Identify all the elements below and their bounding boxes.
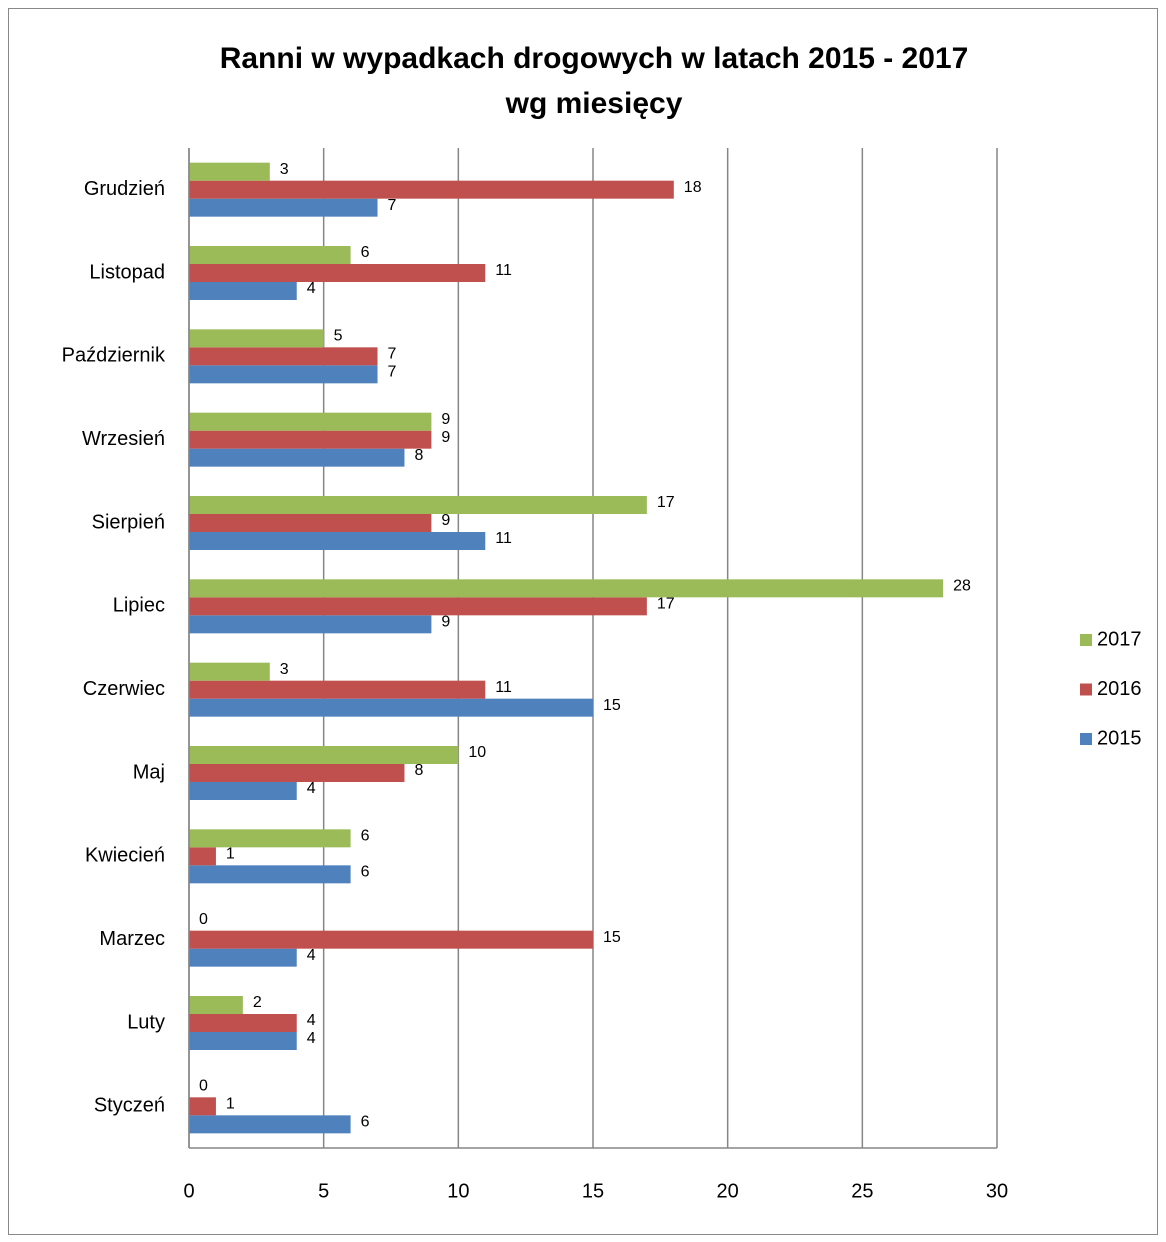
bar (189, 532, 486, 550)
legend-swatch (1080, 683, 1092, 696)
bar (189, 948, 297, 967)
data-label: 4 (307, 1012, 316, 1029)
data-label: 11 (495, 262, 512, 279)
chart-title: wg miesięcy (505, 87, 683, 120)
data-label: 4 (307, 947, 316, 964)
data-label: 9 (441, 512, 450, 529)
bar (189, 496, 647, 514)
bar (189, 448, 405, 467)
data-label: 4 (307, 280, 316, 297)
bar (189, 162, 270, 181)
data-label: 3 (280, 161, 289, 178)
data-label: 1 (226, 846, 235, 863)
data-label: 7 (388, 197, 397, 214)
bar (189, 847, 216, 866)
bar (189, 865, 351, 884)
legend-swatch (1080, 733, 1092, 745)
bar (189, 246, 351, 264)
bar (189, 1014, 297, 1032)
bar (189, 365, 378, 384)
data-label: 3 (280, 661, 289, 678)
legend-label: 2017 (1097, 628, 1142, 650)
legend-label: 2016 (1097, 678, 1142, 700)
bar (189, 180, 674, 199)
y-tick-label: Kwiecień (85, 845, 165, 867)
x-tick-label: 0 (183, 1180, 194, 1202)
legend-swatch (1080, 634, 1092, 646)
bar (189, 1032, 297, 1050)
data-label: 6 (361, 864, 370, 881)
bar (189, 996, 243, 1014)
bar (189, 430, 432, 449)
bar (189, 347, 378, 366)
data-label: 5 (334, 328, 343, 345)
data-label: 6 (361, 828, 370, 845)
data-label: 7 (388, 364, 397, 381)
x-tick-label: 5 (318, 1180, 329, 1202)
y-tick-label: Marzec (99, 928, 165, 950)
bar (189, 514, 432, 532)
data-label: 8 (414, 447, 423, 464)
bar (189, 782, 297, 800)
bar (189, 579, 944, 598)
x-tick-label: 15 (582, 1180, 604, 1202)
legend-label: 2015 (1097, 727, 1142, 749)
data-label: 4 (307, 780, 316, 797)
data-label: 17 (657, 596, 675, 613)
data-label: 17 (657, 494, 675, 511)
y-tick-label: Październik (62, 345, 166, 367)
data-label: 6 (361, 1114, 370, 1131)
bar (189, 412, 432, 431)
data-label: 11 (495, 679, 512, 696)
x-tick-label: 30 (986, 1180, 1008, 1202)
bar (189, 1115, 351, 1134)
x-tick-label: 10 (447, 1180, 469, 1202)
data-label: 0 (199, 1078, 208, 1095)
bar (189, 282, 297, 300)
chart-title: Ranni w wypadkach drogowych w latach 201… (220, 42, 969, 75)
bar (189, 615, 432, 634)
y-tick-label: Listopad (89, 261, 165, 283)
data-label: 10 (468, 744, 486, 761)
x-tick-label: 25 (851, 1180, 873, 1202)
bar (189, 597, 647, 616)
data-label: 15 (603, 929, 621, 946)
y-tick-label: Sierpień (92, 511, 165, 533)
bar (189, 930, 593, 949)
data-label: 15 (603, 697, 621, 714)
bar (189, 829, 351, 848)
data-label: 11 (495, 530, 512, 547)
bar (189, 764, 405, 782)
bar (189, 698, 593, 717)
bar (189, 746, 459, 764)
y-tick-label: Styczeń (94, 1095, 165, 1117)
y-tick-label: Grudzień (84, 178, 165, 200)
bar (189, 1097, 216, 1116)
data-label: 0 (199, 911, 208, 928)
data-label: 1 (226, 1096, 235, 1113)
data-label: 9 (441, 429, 450, 446)
x-tick-label: 20 (717, 1180, 739, 1202)
data-label: 9 (441, 614, 450, 631)
data-label: 6 (361, 244, 370, 261)
y-tick-label: Luty (127, 1011, 165, 1033)
data-label: 7 (388, 346, 397, 363)
bar (189, 264, 486, 282)
bar (189, 662, 270, 681)
bar (189, 198, 378, 217)
data-label: 8 (414, 762, 423, 779)
data-label: 2 (253, 994, 262, 1011)
data-label: 9 (441, 411, 450, 428)
y-tick-label: Czerwiec (83, 678, 165, 700)
data-label: 28 (953, 578, 971, 595)
bar (189, 680, 486, 699)
data-label: 18 (684, 179, 702, 196)
data-label: 4 (307, 1030, 316, 1047)
bar (189, 329, 324, 348)
y-tick-label: Maj (133, 761, 165, 783)
y-tick-label: Wrzesień (82, 428, 165, 450)
y-tick-label: Lipiec (113, 595, 165, 617)
